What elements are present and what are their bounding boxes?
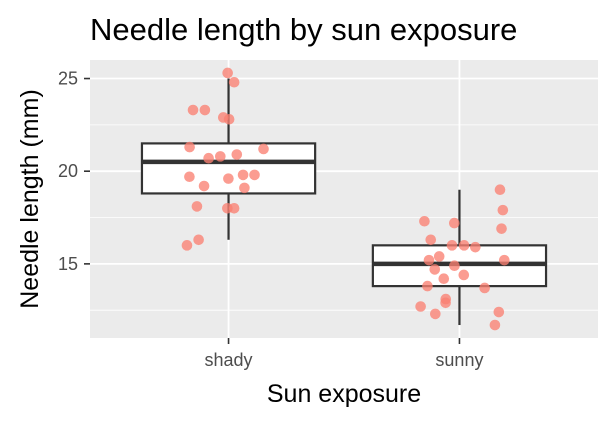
data-point: [419, 215, 430, 227]
data-point: [470, 241, 481, 253]
y-tick-label: 15: [58, 254, 78, 274]
box-layer: [140, 78, 548, 326]
data-point: [223, 173, 234, 184]
data-point: [423, 254, 435, 266]
data-point: [494, 184, 506, 196]
data-point: [425, 234, 437, 246]
data-point: [446, 240, 458, 251]
data-point: [258, 143, 269, 155]
y-axis: 15 20 25: [58, 69, 90, 274]
data-point: [199, 104, 211, 116]
data-point: [440, 297, 451, 309]
data-point: [237, 169, 249, 181]
data-point: [184, 171, 195, 183]
data-point: [496, 223, 507, 234]
box-iqr: [140, 142, 317, 195]
data-point: [429, 264, 441, 275]
y-tick-label: 25: [58, 69, 78, 89]
y-tick-label: 20: [58, 161, 78, 181]
data-point: [223, 114, 235, 125]
data-point: [222, 67, 233, 79]
data-point: [231, 149, 243, 160]
point-layer: [181, 67, 510, 331]
chart-title: Needle length by sun exposure: [90, 12, 517, 47]
data-point: [193, 234, 204, 246]
data-point: [249, 169, 260, 181]
data-point: [215, 151, 226, 162]
data-point: [493, 306, 505, 318]
data-point: [430, 308, 441, 320]
data-point: [438, 273, 450, 284]
data-point: [239, 182, 250, 194]
data-point: [458, 269, 470, 281]
data-point: [499, 254, 510, 266]
x-tick-label-shady: shady: [205, 350, 253, 370]
data-point: [449, 217, 460, 229]
data-point: [479, 282, 490, 294]
x-axis: shady sunny: [205, 338, 483, 370]
data-point: [187, 104, 199, 116]
data-point: [415, 301, 426, 312]
data-point: [433, 251, 445, 262]
x-axis-title: Sun exposure: [267, 380, 421, 408]
data-point: [497, 204, 509, 216]
data-point: [422, 280, 433, 292]
minor-gridlines: [90, 124, 598, 311]
box-shady: [140, 78, 317, 240]
data-point: [184, 141, 195, 153]
data-point: [181, 240, 193, 251]
data-point: [203, 152, 214, 164]
x-tick-label-sunny: sunny: [435, 350, 483, 370]
plot-panel: [90, 60, 598, 338]
data-point: [198, 180, 210, 192]
data-point: [191, 201, 203, 212]
y-axis-title: Needle length (mm): [16, 89, 44, 309]
data-point: [458, 240, 470, 251]
data-point: [449, 260, 460, 272]
data-point: [222, 202, 233, 214]
data-point: [489, 319, 501, 331]
data-point: [228, 76, 240, 88]
